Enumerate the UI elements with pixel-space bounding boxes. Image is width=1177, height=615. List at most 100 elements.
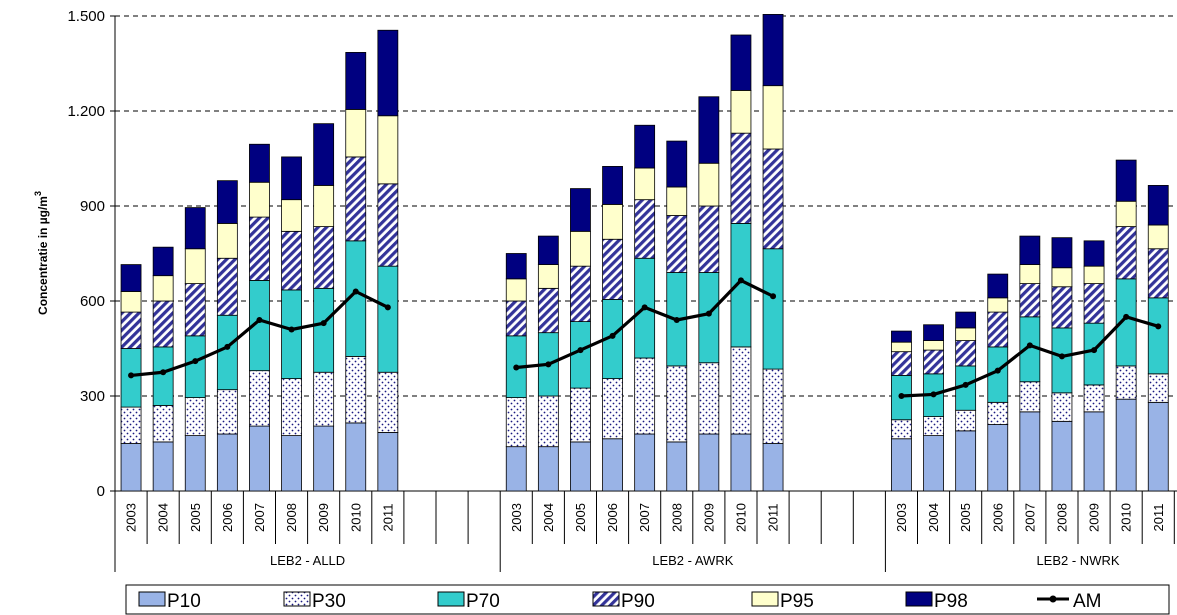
am-point [384,304,391,311]
bar-p98 [120,264,142,292]
bar-p10 [891,438,912,492]
legend-label: AM [1073,591,1102,612]
am-point [770,293,777,300]
bar-p90 [955,340,977,367]
bar-p90 [1147,248,1169,299]
bar-p95 [955,327,977,341]
y-tick-label: 0 [97,483,105,500]
bar-p90 [762,148,784,250]
bar-p90 [1115,226,1137,280]
bar-p95 [281,199,302,232]
bar-p10 [537,446,559,492]
bar-p95 [537,264,559,289]
bar-p10 [1115,398,1137,492]
am-point [224,343,231,350]
bar-p30 [923,416,944,436]
bar-p30 [1051,392,1073,422]
bar-p98 [634,124,656,169]
legend-label: P98 [934,591,968,612]
am-point [288,326,295,333]
bar-p30 [216,389,238,435]
y-axis-label: Concentratie in µg/m3 [33,191,50,315]
x-tick-label: 2006 [605,503,620,532]
bar-p90 [184,283,206,337]
bar-p98 [377,29,399,117]
y-tick-label: 600 [80,293,105,310]
am-point [352,288,359,295]
bar-p10 [184,435,206,492]
bar-p10 [377,432,399,492]
bar-p10 [730,433,752,492]
x-tick-label: 2010 [1119,503,1134,532]
bar-p10 [281,435,302,492]
bar-p98 [1115,159,1137,202]
bar-p10 [987,424,1009,492]
bar-p30 [505,397,527,448]
bar-p98 [281,156,302,201]
bar-p98 [1147,185,1169,226]
am-point [513,364,520,371]
bar-p95 [698,162,720,207]
bar-p30 [281,378,302,436]
bar-p90 [1083,283,1105,324]
bar-p10 [1019,411,1041,492]
bar-p95 [1083,265,1105,284]
bar-p30 [955,409,977,432]
bar-p10 [955,430,977,492]
bar-p10 [1051,420,1073,492]
bar-p98 [923,324,944,341]
bar-p10 [634,433,656,492]
bar-p95 [1019,264,1041,284]
y-tick-label: 300 [80,388,105,405]
bar-p95 [313,185,335,227]
x-tick-label: 2003 [894,503,909,532]
bar-p30 [666,365,688,443]
bar-p90 [377,183,399,267]
bar-p98 [249,143,270,183]
bar-p95 [666,186,688,216]
bar-p70 [152,346,174,406]
x-tick-label: 2010 [348,503,363,532]
x-tick-label: 2009 [316,503,331,532]
bar-p30 [184,397,206,436]
x-tick-label: 2007 [637,503,652,532]
bar-p98 [1019,235,1041,265]
bar-p10 [152,441,174,492]
bar-p98 [602,166,623,205]
bar-p95 [505,278,527,302]
bar-p30 [1083,384,1105,413]
bar-p90 [987,311,1009,348]
bar-p30 [602,378,623,440]
bar-p70 [184,335,206,398]
bar-p95 [891,341,912,353]
x-tick-label: 2004 [156,503,171,532]
x-tick-label: 2008 [669,503,684,532]
am-point [545,361,552,368]
bar-p30 [1019,381,1041,413]
bar-p98 [537,235,559,265]
am-lines [128,277,1162,399]
legend: P10 P30 P70 P90 P95 P98 AM [125,584,1170,615]
am-point [1058,353,1065,360]
bar-p98 [666,140,688,188]
am-point [1123,313,1130,320]
x-tick-label: 2008 [1054,503,1069,532]
bar-p95 [152,275,174,302]
bar-p30 [313,371,335,427]
bar-p70 [216,314,238,391]
bar-p95 [570,230,591,267]
bar-p95 [762,85,784,150]
bar-p90 [249,216,270,281]
group-label: LEB2 - NWRK [1036,553,1119,568]
bar-p10 [313,425,335,492]
am-point [641,304,648,311]
bar-p90 [698,205,720,273]
bar-p30 [762,368,784,444]
bar-p90 [891,351,912,376]
bar-p70 [1083,322,1105,386]
am-point [962,381,969,388]
bar-p10 [602,438,623,492]
bar-p30 [537,395,559,448]
bar-p95 [1147,224,1169,250]
am-point [1026,342,1033,349]
